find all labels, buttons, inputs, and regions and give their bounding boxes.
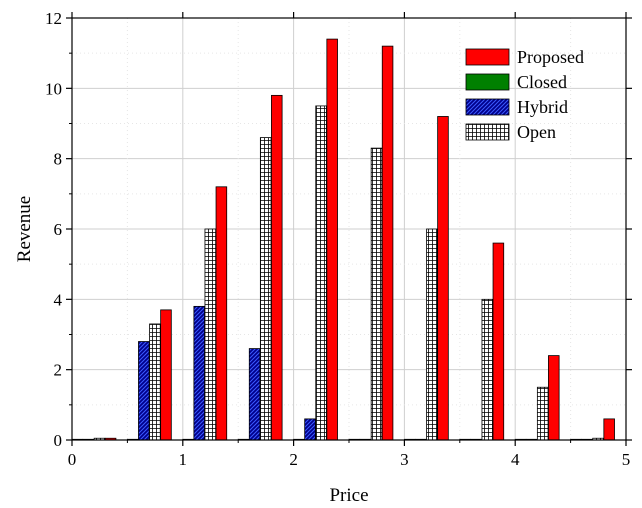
y-tick-label: 0 [54,431,63,450]
x-tick-labels: 0 1 2 3 4 5 [68,450,631,469]
legend-swatch-hybrid [465,98,510,116]
y-axis-label: Revenue [14,196,35,262]
y-tick-label: 4 [54,290,63,309]
bar-proposed [492,242,505,441]
x-tick-label: 1 [179,450,188,469]
bar-proposed [548,355,560,441]
bar-proposed [437,116,449,441]
y-tick-label: 2 [54,361,63,380]
y-tick-labels: 0 2 4 6 8 10 12 [45,9,63,450]
bar-open [426,228,438,441]
legend-label-closed: Closed [517,72,567,92]
bar-proposed [160,309,172,441]
x-tick-label: 5 [622,450,631,469]
bar-proposed [381,45,394,441]
bar-proposed [215,186,228,441]
x-axis-label: Price [329,485,368,506]
legend: Proposed Closed Hybrid Open [465,47,584,142]
bar-open [370,147,383,441]
y-tick-label: 10 [45,79,62,98]
y-tick-label: 6 [54,220,63,239]
bar-open [481,298,494,441]
legend-swatch-open [465,123,510,141]
bar-proposed [271,94,283,441]
bar-hybrid [304,418,316,441]
bar-hybrid [138,341,150,441]
y-tick-label: 12 [45,9,62,28]
bar-hybrid [193,305,205,441]
x-tick-label: 0 [68,450,77,469]
bar-proposed [326,38,338,441]
bar-hybrid [248,348,261,441]
bar-open [259,137,272,441]
legend-swatch-proposed [465,48,510,66]
axis-ticks [66,12,632,446]
x-tick-label: 2 [289,450,298,469]
bar-open [149,323,161,441]
bar-proposed [603,418,615,441]
bar-open [204,228,217,441]
legend-label-proposed: Proposed [517,47,584,67]
bar-open [536,386,549,441]
x-tick-label: 4 [511,450,520,469]
y-tick-label: 8 [54,150,63,169]
bar-open [315,105,327,441]
legend-label-open: Open [517,122,556,142]
legend-label-hybrid: Hybrid [517,97,568,117]
legend-swatch-closed [465,73,510,91]
x-tick-label: 3 [400,450,409,469]
bars-group [71,38,615,441]
